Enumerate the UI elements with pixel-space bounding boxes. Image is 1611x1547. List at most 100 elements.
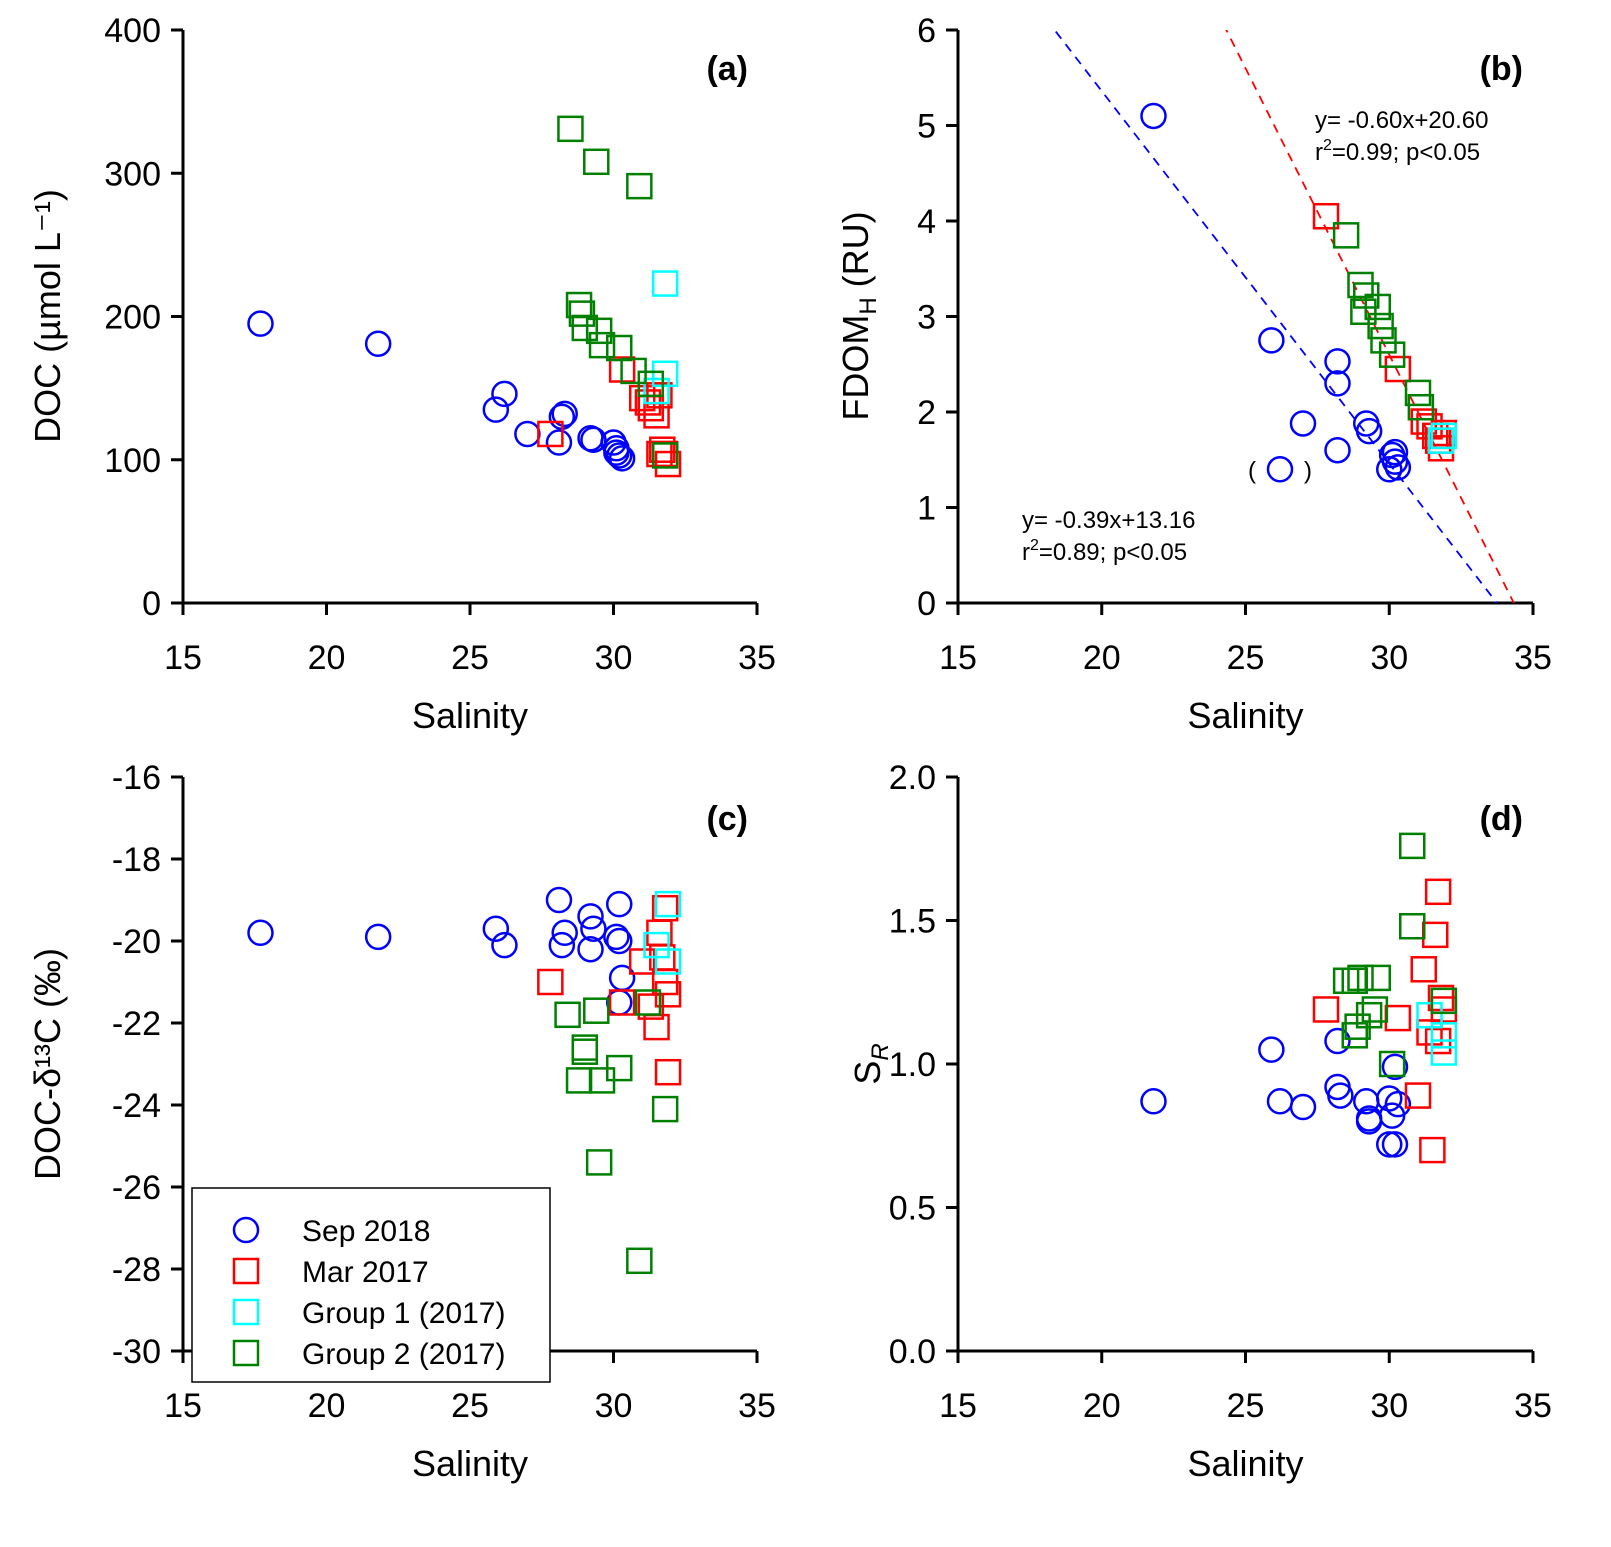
x-tick-label: 20	[1083, 1387, 1121, 1425]
data-point	[247, 919, 274, 947]
y-tick-label: 6	[917, 12, 936, 50]
y-tick-label: 100	[104, 442, 161, 480]
legend-item: Group 1 (2017)	[232, 1297, 505, 1330]
data-point	[1258, 1036, 1285, 1063]
fit-line	[1053, 30, 1499, 603]
data-point	[1327, 1082, 1354, 1109]
y-tick-label: 3	[917, 299, 936, 337]
regression-equation: y= -0.39x+13.16	[1022, 507, 1195, 534]
data-point	[605, 334, 633, 362]
data-point	[1430, 1039, 1458, 1066]
data-point	[1422, 921, 1449, 949]
data-point	[1384, 454, 1412, 481]
data-point	[654, 948, 682, 975]
data-point	[651, 270, 679, 297]
legend-square-icon	[232, 1339, 260, 1367]
data-point	[1324, 436, 1351, 464]
x-tick-label: 25	[451, 639, 489, 677]
data-point	[1381, 438, 1409, 466]
data-point	[608, 989, 636, 1016]
x-tick-label: 20	[308, 1387, 346, 1425]
x-tick-label: 15	[164, 639, 202, 677]
data-point	[577, 903, 604, 930]
y-tick-label: 4	[917, 203, 936, 241]
data-point	[1364, 964, 1391, 992]
y-axis-title: DOC-δ¹³C (‰)	[27, 948, 68, 1180]
data-point	[1266, 456, 1294, 483]
data-point	[1367, 312, 1394, 340]
data-point	[1384, 355, 1412, 383]
x-tick-label: 30	[595, 1387, 633, 1425]
x-tick-label: 35	[1514, 1387, 1552, 1425]
y-tick-label: 2	[917, 394, 936, 432]
legend-label: Mar 2017	[302, 1256, 429, 1289]
data-point	[1381, 1053, 1409, 1081]
data-point	[1384, 1090, 1412, 1118]
y-tick-label: 0	[917, 585, 936, 623]
data-point	[603, 439, 630, 466]
panel-label: (c)	[706, 800, 748, 838]
data-point	[554, 1001, 581, 1029]
data-point	[1376, 1085, 1403, 1112]
data-point	[1381, 1131, 1409, 1158]
panel-label: (a)	[706, 50, 748, 88]
data-point	[608, 445, 636, 472]
panel-a: 0 100 200 300 400 15 20 25 30 35 Salinity DOC (µmol…	[27, 12, 776, 736]
regression-annotation: y= -0.39x+13.16 r2=0.89; p<0.05	[1022, 507, 1195, 566]
legend-item: Sep 2018	[232, 1215, 430, 1248]
data-point	[1404, 1082, 1432, 1109]
data-point	[1312, 996, 1340, 1023]
data-point	[646, 440, 673, 468]
y-tick-label: -28	[112, 1251, 161, 1289]
data-point	[1376, 456, 1403, 483]
y-tick-label: 300	[104, 155, 161, 193]
series-group-2-2017	[1332, 222, 1435, 421]
data-point	[654, 981, 682, 1008]
data-point	[537, 420, 564, 448]
data-point	[1324, 348, 1351, 375]
series-group-2-2017	[557, 115, 679, 469]
y-tick-label: 400	[104, 12, 161, 50]
data-point	[1378, 1050, 1406, 1078]
data-point	[571, 314, 599, 342]
data-point	[1266, 1088, 1294, 1115]
data-point	[649, 436, 676, 463]
x-tick-label: 35	[738, 1387, 776, 1425]
panel-label: (b)	[1480, 50, 1523, 88]
data-point	[651, 1095, 679, 1123]
data-point	[1361, 996, 1389, 1023]
data-point	[1341, 1022, 1368, 1049]
data-point	[1140, 1088, 1167, 1115]
data-point	[1430, 422, 1458, 450]
y-axis-title: DOC (µmol L⁻¹)	[27, 189, 68, 443]
x-axis-title: Salinity	[412, 695, 528, 736]
y-tick-label: 0	[142, 585, 161, 623]
data-point	[654, 1058, 682, 1086]
series-group-1-2017	[643, 270, 679, 405]
series-mar-2017	[537, 894, 682, 1086]
series-group-2-2017	[554, 989, 679, 1275]
data-point	[571, 1038, 599, 1065]
legend-label: Sep 2018	[302, 1215, 430, 1248]
data-point	[1289, 410, 1317, 437]
data-point	[537, 968, 564, 996]
x-tick-label: 30	[595, 639, 633, 677]
data-point	[1324, 370, 1351, 397]
y-tick-label: 5	[917, 108, 936, 146]
regression-annotation: y= -0.60x+20.60 r2=0.99; p<0.05	[1315, 107, 1488, 166]
data-point	[580, 915, 607, 942]
y-tick-label: 1.0	[889, 1046, 936, 1084]
series-sep-2018	[1140, 1027, 1412, 1158]
data-point	[514, 420, 541, 448]
y-tick-label: 1.5	[889, 903, 936, 941]
y-tick-label: 0.0	[889, 1333, 936, 1371]
data-point	[1258, 327, 1285, 354]
panel-label: (d)	[1480, 800, 1523, 838]
legend-circle-icon	[232, 1216, 260, 1244]
data-point	[654, 450, 682, 478]
data-point	[651, 442, 679, 469]
data-point	[1332, 222, 1360, 249]
panel-b: 0 1 2 3 4 5 6 15 20 25 30 35 Salinity FDOMH (RU) (b) y=…	[835, 12, 1552, 736]
data-point	[548, 931, 576, 959]
